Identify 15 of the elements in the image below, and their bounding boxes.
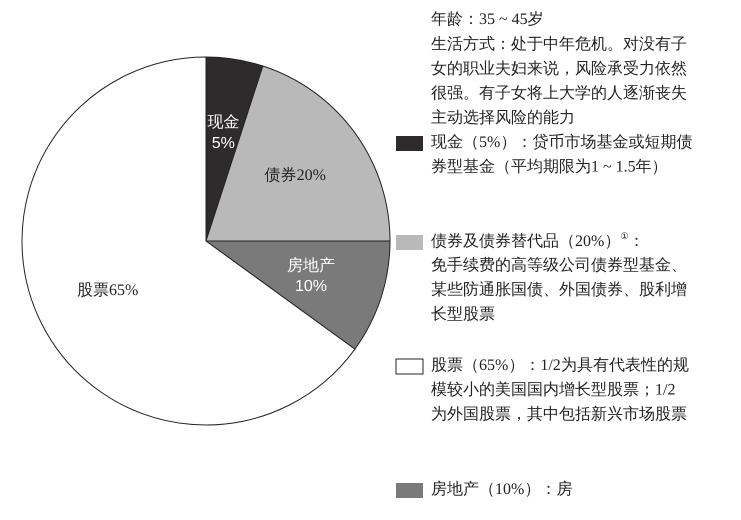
data-label: 10% [294, 278, 328, 296]
slice-label: 现金 [207, 114, 240, 132]
text: 股票（65%）：1/2为具有代表性的规模较小的美国国内增长型股票；1/2为外国股票，其中包括新兴市场股票 [431, 356, 689, 423]
text: 免手续费的高等级公司债券型基金、某些防通胀国债、外国债券、股利增长型股票 [431, 256, 687, 323]
text: 债券及债券替代品（20%）$^{①}$： [431, 231, 644, 250]
data-label: 20% [296, 166, 326, 184]
slice-label: 股票 [76, 282, 109, 299]
data-label: 65% [108, 282, 138, 299]
slice-label: 债券 [264, 166, 297, 184]
text: 现金（5%）：贷币市场基金或短期债券型基金（平均期限为1 ~ 1.5年） [431, 132, 692, 176]
text: 年龄：35 ~ 45岁 [431, 10, 544, 28]
slice-label: 房地产 [286, 256, 335, 274]
data-label: 5% [212, 134, 235, 152]
text: 房地产（10%）：房 [431, 480, 572, 498]
text: 生活方式：处于中年危机。对没有子女的职业夫妇来说，风险承受力依然很强。有子女将上大学的人逐渐丧失主动选择风险的能力 [431, 34, 687, 126]
